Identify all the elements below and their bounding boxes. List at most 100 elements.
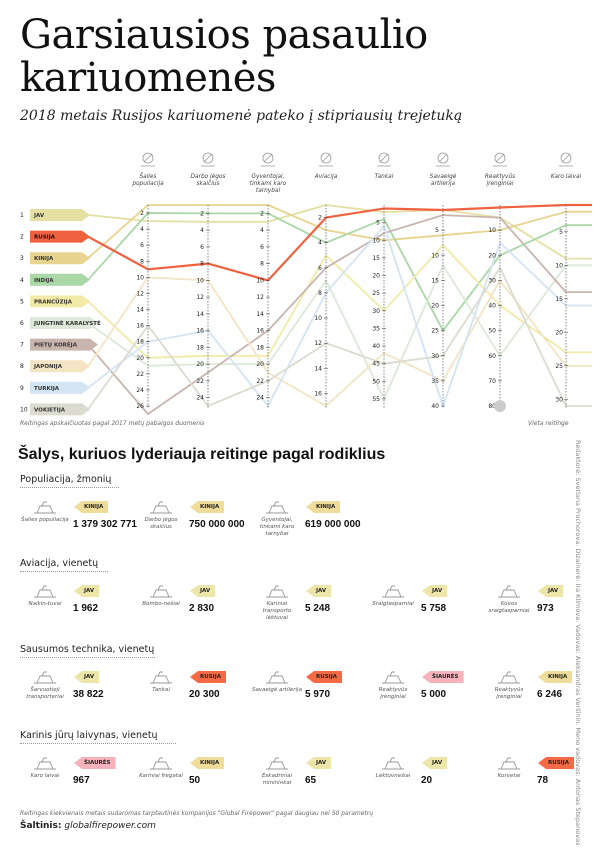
leader-value: 65 <box>305 775 317 786</box>
tick-label: 20 <box>136 355 144 362</box>
artillery-icon <box>436 152 450 167</box>
leader-country: RUSIJA <box>306 671 343 683</box>
series-line-indija <box>87 212 592 332</box>
tick-label: 25 <box>431 328 439 335</box>
leader-country: KINIJA <box>190 757 225 769</box>
country-rank: 9 <box>20 385 24 392</box>
country-name: VOKIETIJA <box>34 407 66 413</box>
tick-label: 16 <box>314 390 322 397</box>
leader-label: Šalies populiacija <box>21 517 69 523</box>
tick-label: 15 <box>372 255 380 262</box>
section-underline <box>20 743 176 744</box>
series-line-jav <box>87 204 592 260</box>
soldier-icon <box>266 501 288 514</box>
leader-value: 5 970 <box>305 689 331 700</box>
axis-label: Tankai <box>375 174 394 180</box>
leader-label: Darbo jėgos skaičius <box>144 517 178 530</box>
country-badge <box>30 338 98 351</box>
series-line-turkija <box>87 225 592 407</box>
country-rank: 3 <box>20 255 24 262</box>
section-title: Aviacija, vienetų <box>20 558 99 569</box>
series-line-rusija <box>87 203 592 282</box>
section-title: Karinis jūrų laivynas, vienetų <box>20 730 158 741</box>
rank-bubble <box>494 400 506 412</box>
leader-value: 50 <box>189 775 201 786</box>
leader-value: 967 <box>73 775 90 786</box>
leader-label: Kovos sraigtasparniai <box>488 601 530 614</box>
country-rank: 6 <box>20 320 24 327</box>
bomber-icon <box>150 585 172 598</box>
tick-label: 8 <box>140 258 144 265</box>
leader-label: Savaeigė artilerija <box>252 687 302 693</box>
leader-label: Tankai <box>152 687 170 693</box>
people-icon <box>141 152 155 167</box>
country-badge <box>30 252 90 265</box>
leader-value: 750 000 000 <box>189 519 245 530</box>
transport-plane-icon <box>266 585 288 598</box>
country-name: RUSIJA <box>34 235 56 241</box>
country-badge <box>30 403 90 416</box>
tick-label: 4 <box>200 227 204 234</box>
leader-value: 619 000 000 <box>305 519 361 530</box>
tick-label: 35 <box>372 325 380 332</box>
tick-label: 50 <box>372 378 380 385</box>
country-name: JAPONIJA <box>33 364 63 370</box>
fighter-jet-icon <box>34 585 56 598</box>
leader-label: Reaktyvūs įrenginiai <box>378 687 408 700</box>
series-line-kinija <box>87 204 592 259</box>
leader-country: JAV <box>74 585 100 597</box>
credits: Redaktorė: Svetlana Prochorova. Dizainer… <box>574 440 582 846</box>
axis-label: tinkami karo <box>250 181 287 187</box>
axis-label: Gyventojai, <box>251 174 284 180</box>
tick-label: 24 <box>256 395 264 402</box>
tick-label: 2 <box>140 210 144 217</box>
tick-label: 5 <box>435 227 439 234</box>
tick-label: 10 <box>314 315 322 322</box>
series-line-japonija <box>87 276 592 407</box>
series-line-jungtinė karalystė <box>87 264 592 400</box>
source-label: Šaltinis: <box>20 821 62 831</box>
workers-icon <box>201 152 215 167</box>
tick-label: 40 <box>431 403 439 410</box>
leader-country: JAV <box>74 671 100 683</box>
tick-label: 25 <box>555 363 563 370</box>
leader-label: Lėktuvnešiai <box>375 773 411 779</box>
country-badge <box>30 317 98 329</box>
axis-label: Karo laivai <box>551 174 582 180</box>
leader-country: KINIJA <box>190 501 225 513</box>
tick-label: 35 <box>431 378 439 385</box>
tick-label: 8 <box>318 290 322 297</box>
axis-label: Darbo jėgos <box>191 174 226 180</box>
country-name: JUNGTINĖ KARALYSTĖ <box>33 320 101 327</box>
country-rank: 5 <box>20 298 24 305</box>
leader-country: JAV <box>306 585 332 597</box>
country-badge <box>30 295 90 308</box>
tick-label: 30 <box>555 396 563 403</box>
tick-label: 8 <box>200 261 204 268</box>
leader-value: 5 000 <box>421 689 447 700</box>
leader-value: 5 758 <box>421 603 447 614</box>
tick-label: 4 <box>318 240 322 247</box>
leader-country: JAV <box>422 585 448 597</box>
leader-value: 20 <box>421 775 433 786</box>
leader-value: 20 300 <box>189 689 220 700</box>
leader-country: JAV <box>422 757 448 769</box>
tick-label: 2 <box>200 210 204 217</box>
leader-country: JAV <box>306 757 332 769</box>
leader-country: RUSIJA <box>190 671 227 683</box>
country-rank: 2 <box>20 234 24 241</box>
tick-label: 5 <box>559 229 563 236</box>
leader-country: JAV <box>538 585 564 597</box>
tick-label: 18 <box>136 339 144 346</box>
tick-label: 26 <box>136 403 144 410</box>
country-badge <box>30 360 90 373</box>
tick-label: 16 <box>196 328 204 335</box>
tick-label: 4 <box>140 226 144 233</box>
tick-label: 4 <box>260 227 264 234</box>
leader-label: Reaktyvūs įrenginiai <box>494 687 524 700</box>
tick-label: 25 <box>372 290 380 297</box>
tick-label: 15 <box>431 277 439 284</box>
section-underline <box>20 571 109 572</box>
tick-label: 5 <box>376 220 380 227</box>
